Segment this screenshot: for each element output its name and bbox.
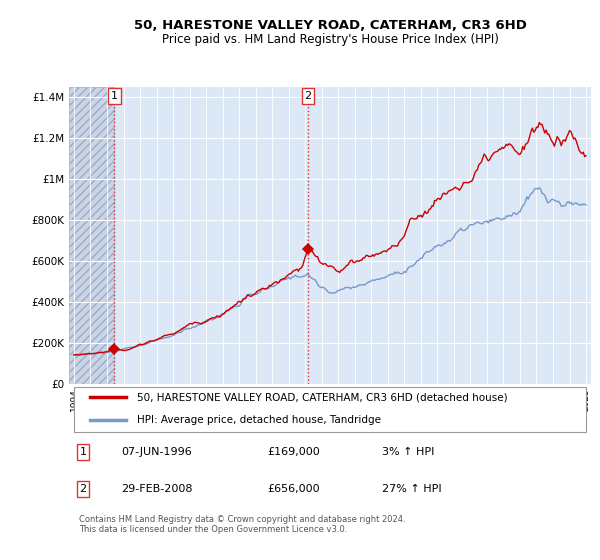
Text: 2: 2 [79, 484, 86, 494]
Text: 1: 1 [79, 447, 86, 457]
Text: 27% ↑ HPI: 27% ↑ HPI [382, 484, 442, 494]
Bar [69, 87, 114, 384]
Text: 07-JUN-1996: 07-JUN-1996 [121, 447, 192, 457]
Bar [69, 87, 114, 384]
Text: £169,000: £169,000 [268, 447, 320, 457]
Text: £656,000: £656,000 [268, 484, 320, 494]
Text: HPI: Average price, detached house, Tandridge: HPI: Average price, detached house, Tand… [137, 416, 381, 426]
Text: Price paid vs. HM Land Registry's House Price Index (HPI): Price paid vs. HM Land Registry's House … [161, 32, 499, 46]
Text: Contains HM Land Registry data © Crown copyright and database right 2024.
This d: Contains HM Land Registry data © Crown c… [79, 515, 406, 534]
Text: 3% ↑ HPI: 3% ↑ HPI [382, 447, 434, 457]
Text: 1: 1 [111, 91, 118, 101]
Text: 29-FEB-2008: 29-FEB-2008 [121, 484, 193, 494]
FancyBboxPatch shape [74, 386, 586, 432]
Text: 50, HARESTONE VALLEY ROAD, CATERHAM, CR3 6HD: 50, HARESTONE VALLEY ROAD, CATERHAM, CR3… [134, 18, 526, 32]
Text: 50, HARESTONE VALLEY ROAD, CATERHAM, CR3 6HD (detached house): 50, HARESTONE VALLEY ROAD, CATERHAM, CR3… [137, 392, 508, 402]
Text: 2: 2 [304, 91, 311, 101]
